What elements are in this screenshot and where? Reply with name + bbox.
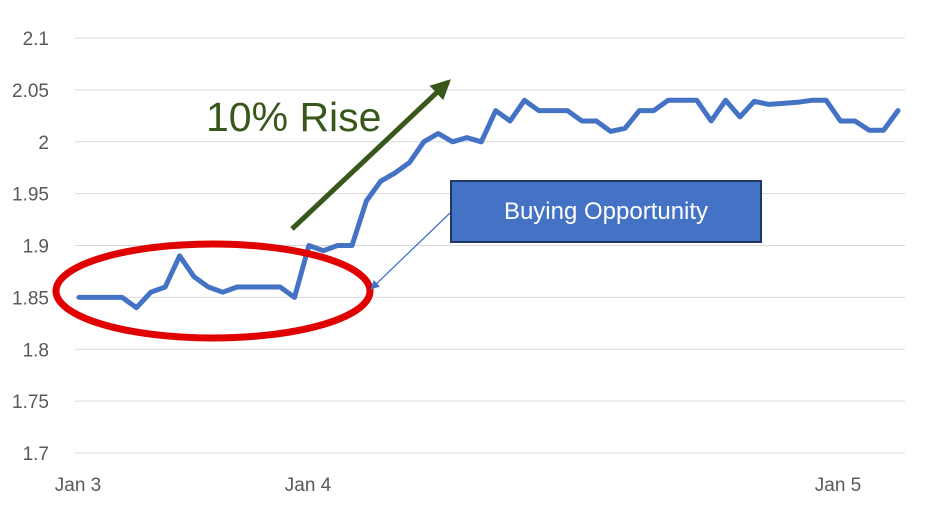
y-tick-label: 2.1 bbox=[23, 29, 49, 50]
y-tick-label: 1.95 bbox=[12, 185, 49, 206]
y-tick-label: 1.7 bbox=[23, 444, 49, 465]
series-group bbox=[76, 97, 901, 311]
y-tick-label: 1.8 bbox=[23, 340, 49, 361]
y-tick-label: 1.9 bbox=[23, 237, 49, 258]
buying-opportunity-ellipse bbox=[52, 240, 374, 342]
x-tick-label: Jan 5 bbox=[815, 475, 861, 496]
y-axis-labels: 2.1 2.05 2 1.95 1.9 1.85 1.8 1.75 1.7 bbox=[12, 29, 49, 465]
y-tick-label: 2.05 bbox=[12, 81, 49, 102]
y-tick-label: 1.75 bbox=[12, 392, 49, 413]
callout-pointer-arrow bbox=[370, 212, 451, 290]
y-tick-label: 2 bbox=[38, 133, 49, 154]
x-tick-label: Jan 4 bbox=[285, 475, 332, 496]
rise-label: 10% Rise bbox=[206, 94, 381, 140]
callout-label: Buying Opportunity bbox=[503, 197, 709, 225]
rise-arrow bbox=[290, 79, 451, 231]
buying-opportunity-callout: Buying Opportunity bbox=[450, 180, 762, 243]
series-line bbox=[76, 97, 901, 311]
x-tick-label: Jan 3 bbox=[55, 475, 101, 496]
x-axis-labels: Jan 3 Jan 4 Jan 5 bbox=[55, 475, 861, 496]
y-tick-label: 1.85 bbox=[12, 288, 49, 309]
